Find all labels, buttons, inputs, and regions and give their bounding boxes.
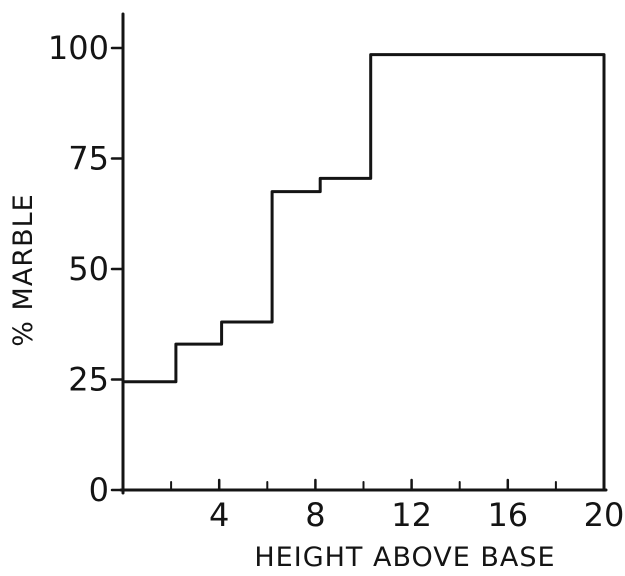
y-tick-label: 50: [68, 250, 109, 288]
x-tick-label: 4: [209, 496, 229, 534]
x-tick-label: 8: [305, 496, 325, 534]
y-tick-label: 75: [68, 140, 109, 178]
x-tick-label: 12: [391, 496, 432, 534]
y-tick-label: 100: [48, 29, 109, 67]
y-ticks: 0 25 50 75 100: [48, 29, 125, 509]
axes: [119, 12, 608, 495]
x-ticks: 4 8 12 16 20: [170, 478, 625, 534]
y-axis-title: % MARBLE: [8, 193, 39, 346]
y-tick-label: 25: [68, 361, 109, 399]
x-axis-title: HEIGHT ABOVE BASE: [254, 542, 555, 573]
series-line-marble: [121, 53, 606, 492]
x-tick-label: 16: [487, 496, 528, 534]
x-tick-label: 20: [584, 496, 625, 534]
y-tick-label: 0: [89, 471, 109, 509]
